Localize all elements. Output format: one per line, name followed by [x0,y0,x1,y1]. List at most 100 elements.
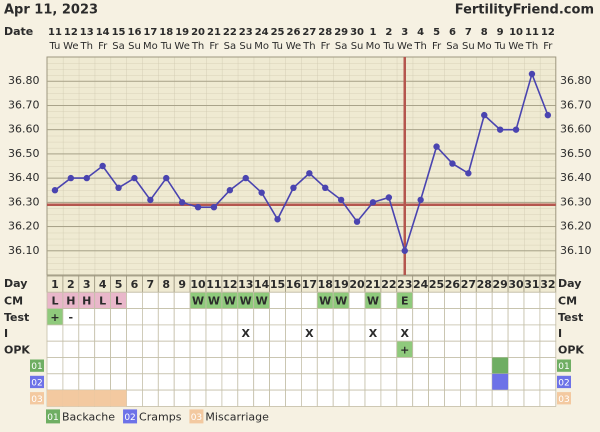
day-number: 9 [178,278,186,291]
table-cell [475,340,493,358]
table-cell [173,389,191,407]
day-number: 30 [508,278,524,291]
cell-value: W [335,294,347,307]
table-cell [380,389,398,407]
date-label: 13 [80,27,94,38]
table-cell [412,340,430,358]
chart-title: Apr 11, 2023 [4,3,98,18]
date-label: 12 [64,27,78,38]
temperature-point [194,203,202,211]
table-cell [380,324,398,342]
table-cell [221,308,239,326]
day-number: 16 [286,278,302,291]
day-number: 21 [365,278,380,291]
table-cell [253,340,270,358]
date-label: 11 [48,27,62,38]
table-cell [189,373,207,391]
row-label: OPK [4,343,30,356]
table-cell [126,373,143,391]
day-number: 23 [397,278,412,291]
table-cell [428,308,445,326]
table-cell [396,357,414,375]
table-cell [459,291,477,309]
temperature-point [512,126,520,133]
table-cell [285,291,302,309]
table-cell [491,340,509,358]
table-cell [428,340,445,358]
temperature-point [67,174,75,182]
day-number: 27 [461,278,476,291]
weekday-label: Th [525,41,538,52]
table-cell [157,291,175,309]
table-cell [539,324,557,342]
temperature-point [528,70,536,78]
custom-code-box [30,359,44,372]
table-cell [507,357,525,375]
table-cell [110,308,127,326]
weekday-label: Tu [48,41,60,52]
table-cell [173,340,191,358]
weekday-label: Mo [477,41,492,52]
weekday-label: Fr [321,41,331,52]
weekday-label: We [63,41,78,52]
temperature-point [131,174,138,182]
date-label: 11 [525,27,539,38]
table-cell [444,373,461,391]
custom-code: 01 [31,362,42,372]
temperature-point [369,199,377,206]
legend-label: Miscarriage [205,410,269,423]
y-tick-label-right: 36.10 [560,244,592,257]
plot-grid [46,56,557,276]
row-label-right: I [558,327,562,340]
table-cell [380,373,398,391]
temperature-point [115,184,122,191]
table-cell [126,340,143,358]
table-cell [253,324,270,342]
date-label: Date [4,25,33,38]
table-cell [316,308,334,326]
table-cell [173,308,191,326]
day-number: 29 [492,278,507,291]
day-label-right: Day [558,277,581,290]
weekday-label: Sa [112,41,124,52]
date-label: 4 [417,27,424,38]
table-cell [507,324,525,342]
temperature-point [83,174,90,182]
table-cell [237,308,255,326]
day-number: 7 [147,278,155,291]
day-number: 8 [162,278,170,291]
date-label: 18 [159,27,173,38]
table-cell [269,357,286,375]
table-cell [523,340,541,358]
table-cell [110,340,127,358]
table-cell [94,357,111,375]
table-cell [300,389,318,407]
table-cell [189,389,207,407]
table-cell [157,373,175,391]
table-cell [444,389,461,407]
custom-code: 03 [31,395,42,405]
table-cell [332,340,350,358]
table-cell [444,357,461,375]
cell-value: X [305,327,314,340]
table-cell [141,357,159,375]
weekday-label: Tu [382,41,394,52]
date-label: 12 [541,27,555,38]
table-cell [364,389,382,407]
legend-code: 02 [124,413,135,423]
table-cell [173,324,191,342]
date-label: 24 [255,27,269,38]
table-cell [221,389,239,407]
table-cell [412,324,430,342]
table-cell [475,357,493,375]
legend-label: Cramps [139,410,182,423]
date-label: 9 [497,27,504,38]
row-label: I [4,327,8,340]
table-cell [110,357,127,375]
row-label-right: OPK [558,343,584,356]
table-cell [380,291,398,309]
day-number: 14 [254,278,270,291]
temperature-point [99,162,106,170]
table-cell [316,389,334,407]
